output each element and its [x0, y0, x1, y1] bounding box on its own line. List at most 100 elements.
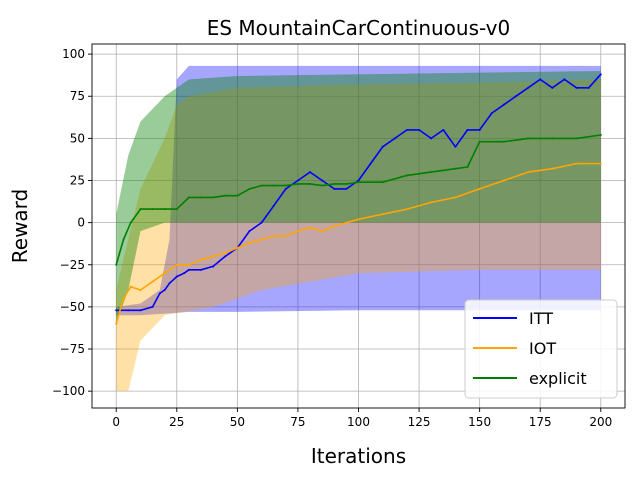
data-point-explicit — [212, 196, 215, 199]
x-tick-label: 125 — [408, 415, 431, 429]
data-point-itt — [158, 292, 161, 295]
x-axis-title: Iterations — [311, 444, 406, 468]
data-point-explicit — [527, 137, 530, 140]
legend: ITT IOT explicit — [464, 299, 618, 399]
series-band-explicit — [116, 71, 601, 324]
data-point-itt — [490, 112, 493, 115]
data-point-itt — [296, 179, 299, 182]
data-point-itt — [187, 268, 190, 271]
data-point-itt — [430, 137, 433, 140]
data-point-iot — [345, 221, 348, 224]
x-tick-label: 150 — [468, 415, 491, 429]
data-point-explicit — [345, 182, 348, 185]
data-point-explicit — [502, 140, 505, 143]
data-point-itt — [587, 86, 590, 89]
data-point-itt — [224, 255, 227, 258]
data-point-itt — [309, 171, 312, 174]
data-point-iot — [296, 230, 299, 233]
data-point-iot — [309, 226, 312, 229]
plot-area: 0 25 50 75 100 125 150 175 200 −100 −75 −50 −25 0 25 50… — [52, 43, 626, 429]
data-point-itt — [381, 145, 384, 148]
data-point-iot — [478, 187, 481, 190]
y-tick-label: 50 — [70, 131, 85, 145]
data-point-itt — [563, 78, 566, 81]
data-point-itt — [333, 187, 336, 190]
data-point-iot — [405, 208, 408, 211]
data-point-iot — [139, 289, 142, 292]
data-point-itt — [151, 305, 154, 308]
y-tick-label: 100 — [62, 47, 85, 61]
data-point-itt — [248, 230, 251, 233]
data-point-iot — [381, 213, 384, 216]
data-point-iot — [151, 280, 154, 283]
data-point-iot — [502, 179, 505, 182]
series-band-itt — [116, 65, 601, 316]
data-point-explicit — [224, 194, 227, 197]
data-point-explicit — [163, 208, 166, 211]
x-tick-label: 50 — [230, 415, 245, 429]
data-point-itt — [502, 103, 505, 106]
data-point-itt — [575, 86, 578, 89]
data-point-itt — [454, 145, 457, 148]
data-point-itt — [272, 204, 275, 207]
data-point-explicit — [357, 181, 360, 184]
x-tick-label: 100 — [347, 415, 370, 429]
data-point-itt — [175, 275, 178, 278]
data-point-iot — [551, 167, 554, 170]
data-point-itt — [551, 86, 554, 89]
legend-label-explicit: explicit — [529, 369, 587, 388]
data-point-explicit — [236, 194, 239, 197]
data-point-itt — [115, 309, 118, 312]
x-tick-label: 25 — [169, 415, 184, 429]
y-tick-label: −50 — [60, 300, 85, 314]
data-point-iot — [122, 297, 125, 300]
series-line-iot — [115, 162, 601, 324]
data-point-iot — [575, 162, 578, 165]
data-point-itt — [212, 265, 215, 268]
data-point-itt — [405, 128, 408, 131]
data-point-iot — [212, 255, 215, 258]
series-line-itt — [116, 73, 602, 312]
data-point-itt — [527, 86, 530, 89]
data-point-iot — [527, 171, 530, 174]
data-point-iot — [454, 196, 457, 199]
data-point-explicit — [575, 137, 578, 140]
data-point-explicit — [122, 238, 125, 241]
data-point-iot — [272, 235, 275, 238]
data-point-explicit — [296, 182, 299, 185]
data-point-explicit — [454, 167, 457, 170]
data-point-explicit — [551, 137, 554, 140]
legend-label-iot: IOT — [529, 339, 556, 358]
data-point-itt — [163, 289, 166, 292]
data-point-itt — [200, 268, 203, 271]
data-point-explicit — [187, 196, 190, 199]
data-point-iot — [321, 230, 324, 233]
series-band-iot — [116, 79, 601, 392]
data-point-explicit — [466, 166, 469, 169]
data-point-iot — [260, 238, 263, 241]
data-point-itt — [539, 78, 542, 81]
data-point-iot — [200, 258, 203, 261]
data-point-itt — [321, 179, 324, 182]
data-point-explicit — [115, 263, 118, 266]
y-axis-title: Reward — [8, 189, 32, 263]
data-point-itt — [357, 179, 360, 182]
data-point-explicit — [430, 171, 433, 174]
data-point-explicit — [151, 208, 154, 211]
data-point-iot — [248, 241, 251, 244]
data-point-itt — [466, 128, 469, 131]
data-point-iot — [357, 218, 360, 221]
data-point-itt — [418, 128, 421, 131]
data-point-itt — [393, 137, 396, 140]
y-tick-label: −75 — [60, 342, 85, 356]
chart-title: ES MountainCarContinuous-v0 — [207, 16, 511, 40]
y-tick-label: −25 — [60, 258, 85, 272]
data-point-itt — [139, 309, 142, 312]
data-point-explicit — [200, 196, 203, 199]
data-point-itt — [478, 128, 481, 131]
data-point-itt — [284, 187, 287, 190]
data-point-iot — [599, 162, 602, 165]
data-point-iot — [115, 322, 118, 325]
